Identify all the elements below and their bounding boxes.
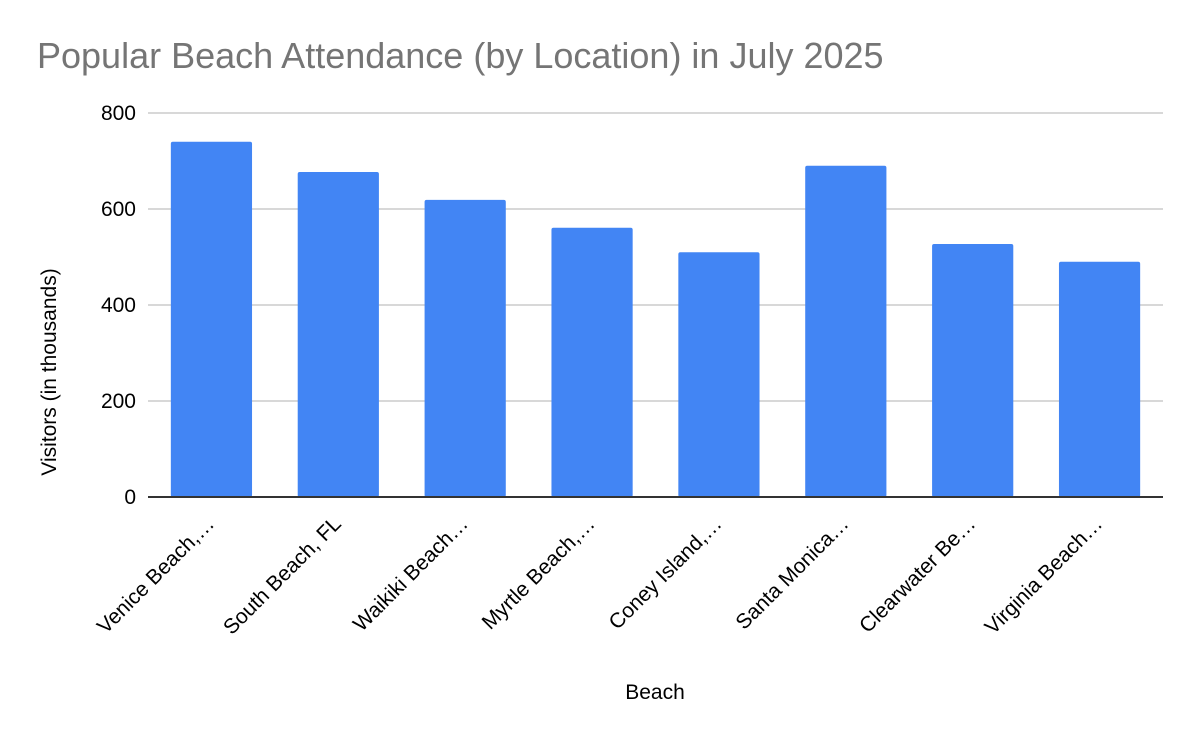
bar[interactable] <box>932 244 1014 497</box>
bar[interactable] <box>551 227 633 497</box>
x-tick-label: Waikiki Beach… <box>349 512 473 636</box>
x-axis-title: Beach <box>625 681 685 704</box>
y-tick-label: 200 <box>101 390 136 413</box>
y-axis-title: Visitors (in thousands) <box>38 268 61 475</box>
bar[interactable] <box>1058 261 1141 497</box>
x-tick-label: Santa Monica… <box>731 512 853 634</box>
x-tick-label: Venice Beach,… <box>93 512 219 638</box>
x-tick-label: Myrtle Beach,… <box>478 512 600 634</box>
x-tick-label: Clearwater Be… <box>855 512 980 637</box>
bar[interactable] <box>170 141 253 498</box>
x-tick-label: Virginia Beach… <box>980 512 1107 639</box>
y-tick-label: 400 <box>101 294 136 317</box>
bar[interactable] <box>805 165 887 498</box>
bars <box>170 141 1141 498</box>
y-axis-ticks: 0 200 400 600 800 <box>101 102 136 509</box>
x-tick-label: Coney Island,… <box>605 512 727 634</box>
y-tick-label: 600 <box>101 198 136 221</box>
y-tick-label: 800 <box>101 102 136 125</box>
y-tick-label: 0 <box>124 486 136 509</box>
x-tick-label: South Beach, FL <box>219 512 346 639</box>
bar[interactable] <box>678 252 760 497</box>
bar[interactable] <box>297 172 379 498</box>
chart-title: Popular Beach Attendance (by Location) i… <box>37 35 884 76</box>
bar[interactable] <box>424 199 506 497</box>
x-axis-ticks: Venice Beach,… South Beach, FL Waikiki Bea… <box>93 512 1107 639</box>
